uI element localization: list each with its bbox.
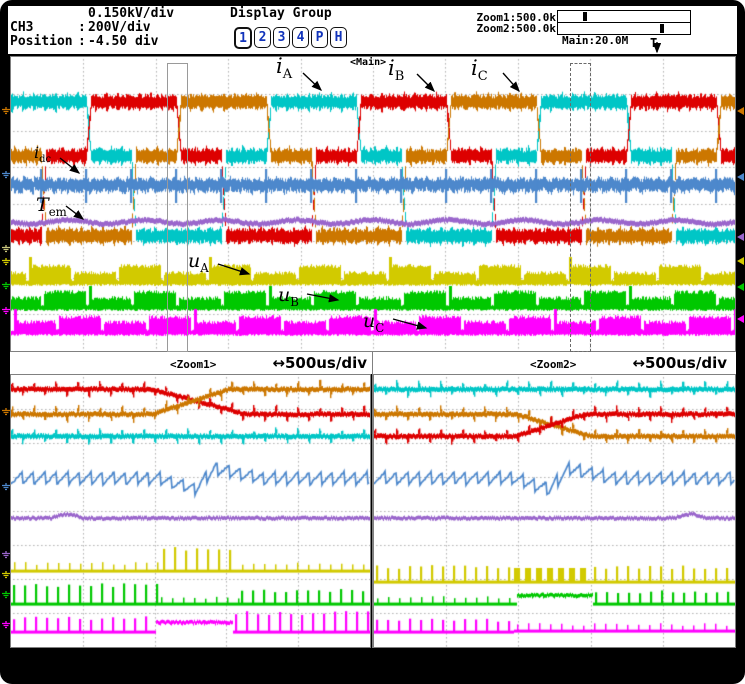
ground-marker-uC-main xyxy=(2,307,10,315)
channel-colon: : xyxy=(78,20,86,35)
zoom2-waveform-canvas xyxy=(374,375,735,647)
channel-marker-uA xyxy=(737,257,744,265)
trace-label-iA: iA xyxy=(276,54,293,83)
main-waveform-canvas xyxy=(11,57,735,351)
zoom2-record-label: Zoom2:500.0k xyxy=(476,22,556,35)
position-colon: : xyxy=(78,34,86,49)
trigger-marker-label: T xyxy=(650,36,658,50)
trace-label-iC: iC xyxy=(471,56,488,85)
main-window-tag: <Main> xyxy=(350,57,387,68)
ground-marker-uC-zoom xyxy=(2,621,10,629)
zoom1-waveform-canvas xyxy=(11,375,370,647)
zoom1-tag: <Zoom1> xyxy=(170,358,217,371)
ground-marker-uB-zoom xyxy=(2,591,10,599)
ground-marker-uA-zoom xyxy=(2,571,10,579)
zoom1-timebase: ↔500us/div xyxy=(272,354,367,372)
main-waveform-panel xyxy=(10,56,736,352)
trace-label-iB: iB xyxy=(388,56,405,85)
position-label: Position xyxy=(10,34,73,49)
trace-label-uC: uC xyxy=(363,310,385,335)
zoom1-position-bar[interactable] xyxy=(558,11,690,23)
position-value: -4.50 div xyxy=(88,34,159,49)
display-group-buttons: 1 2 3 4 P H xyxy=(234,27,347,49)
display-group-button-4[interactable]: 4 xyxy=(292,27,309,48)
zoom-position-bars xyxy=(557,10,691,35)
zoom1-waveform-panel xyxy=(10,374,371,648)
channel-marker-Tem xyxy=(737,233,744,241)
trace-label-uA: uA xyxy=(188,250,209,275)
ground-marker-uB-main xyxy=(2,282,10,290)
zoom2-timebase: ↔500us/div xyxy=(632,354,727,372)
display-group-button-p[interactable]: P xyxy=(311,27,328,48)
channel-label: CH3 xyxy=(10,20,34,35)
ground-marker-uA-main xyxy=(2,258,10,266)
zoom2-position-marker[interactable] xyxy=(660,24,664,33)
display-group-button-2[interactable]: 2 xyxy=(254,27,271,48)
ground-marker-idc-zoom xyxy=(2,483,10,491)
channel-marker-iC xyxy=(737,107,744,115)
ground-marker-idc-main xyxy=(2,171,10,179)
ground-marker-aux xyxy=(2,245,10,253)
zoom1-position-marker[interactable] xyxy=(583,12,587,21)
ground-marker-iC-main xyxy=(2,107,10,115)
channel-marker-uC xyxy=(737,315,744,323)
main-record-label: Main:20.0M xyxy=(562,34,629,47)
channel-marker-idc xyxy=(737,173,744,181)
trace-label-idc: idc xyxy=(34,143,52,166)
trace-label-uB: uB xyxy=(278,284,299,309)
trace-label-Tem: Tem xyxy=(36,194,67,219)
display-group-button-h[interactable]: H xyxy=(330,27,347,48)
display-group-button-3[interactable]: 3 xyxy=(273,27,290,48)
zoom2-waveform-panel xyxy=(373,374,736,648)
zoom2-tag: <Zoom2> xyxy=(530,358,577,371)
channel-scale-readout: 200V/div xyxy=(88,20,151,35)
display-group-button-1[interactable]: 1 xyxy=(234,27,252,49)
zoom-label-band xyxy=(10,352,736,374)
zoom2-position-bar[interactable] xyxy=(558,23,690,34)
zoom2-region-outline[interactable] xyxy=(570,63,591,352)
zoom1-region-outline[interactable] xyxy=(167,63,188,352)
zoom-panel-divider xyxy=(372,352,373,648)
ground-marker-Tem-zoom xyxy=(2,551,10,559)
zoom1-record-label: Zoom1:500.0k xyxy=(476,11,556,24)
channel-marker-uB xyxy=(737,283,744,291)
ground-marker-iC-zoom xyxy=(2,408,10,416)
secondary-scale-readout: 0.150kV/div xyxy=(88,6,175,21)
display-group-title: Display Group xyxy=(230,6,332,21)
